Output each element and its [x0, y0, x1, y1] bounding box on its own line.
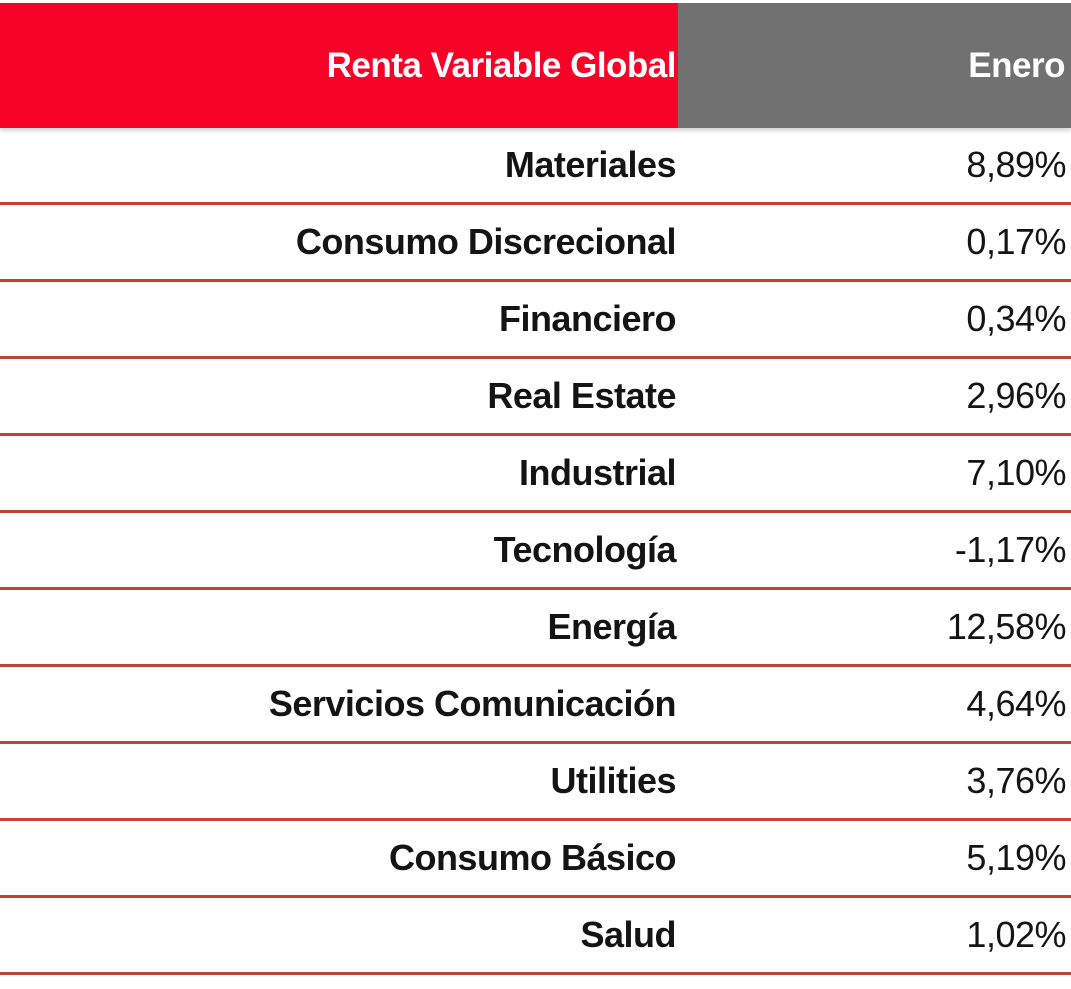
- sector-value: 4,64%: [966, 683, 1066, 724]
- sector-value: 8,89%: [966, 144, 1066, 185]
- table-body: Materiales 8,89% Consumo Discrecional 0,…: [0, 128, 1071, 975]
- sector-value: 1,02%: [966, 914, 1066, 955]
- sector-value: 7,10%: [966, 452, 1066, 493]
- table-header-period: Enero: [678, 3, 1071, 128]
- sector-name: Real Estate: [487, 375, 676, 416]
- sector-name: Energía: [547, 606, 676, 647]
- sector-name: Servicios Comunicación: [268, 683, 677, 724]
- table-row: Salud 1,02%: [0, 898, 1071, 975]
- table-row: Financiero 0,34%: [0, 282, 1071, 359]
- table-row: Real Estate 2,96%: [0, 359, 1071, 436]
- sector-value: -1,17%: [954, 529, 1067, 570]
- sector-value: 0,17%: [966, 221, 1066, 262]
- table-row: Tecnología -1,17%: [0, 513, 1071, 590]
- table-row: Consumo Discrecional 0,17%: [0, 205, 1071, 282]
- sector-name: Tecnología: [493, 529, 677, 570]
- table-header: Renta Variable Global Enero: [0, 3, 1071, 128]
- sector-value: 2,96%: [966, 375, 1066, 416]
- sector-value: 3,76%: [966, 760, 1066, 801]
- table-row: Industrial 7,10%: [0, 436, 1071, 513]
- sector-name: Consumo Básico: [388, 837, 677, 878]
- sector-name: Utilities: [550, 760, 676, 801]
- table-row: Materiales 8,89%: [0, 128, 1071, 205]
- table-row: Energía 12,58%: [0, 590, 1071, 667]
- sector-value: 0,34%: [966, 298, 1066, 339]
- sector-value: 5,19%: [966, 837, 1066, 878]
- table-row: Utilities 3,76%: [0, 744, 1071, 821]
- table-row: Consumo Básico 5,19%: [0, 821, 1071, 898]
- table-row: Servicios Comunicación 4,64%: [0, 667, 1071, 744]
- sector-name: Consumo Discrecional: [295, 221, 677, 262]
- table-header-title: Renta Variable Global: [0, 3, 678, 128]
- sector-name: Materiales: [504, 144, 677, 185]
- sector-name: Financiero: [498, 298, 677, 339]
- sector-name: Salud: [580, 914, 676, 955]
- sector-value: 12,58%: [946, 606, 1067, 647]
- sector-name: Industrial: [518, 452, 677, 493]
